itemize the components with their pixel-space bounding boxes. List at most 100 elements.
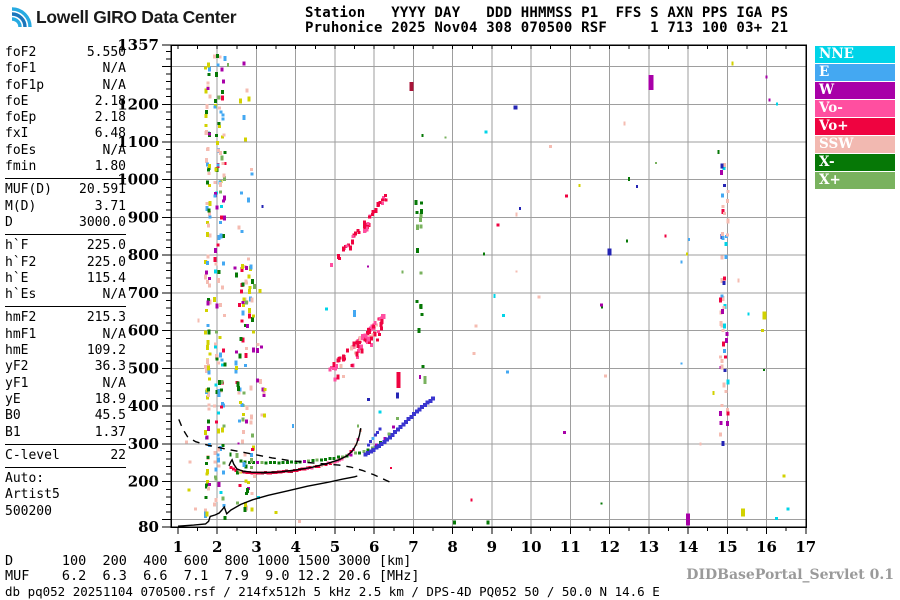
echo-dot — [188, 460, 192, 464]
echo-dot — [243, 460, 247, 464]
echo-dot — [222, 461, 226, 465]
echo-dot — [241, 264, 245, 270]
echo-dot — [255, 378, 259, 383]
echo-dot — [351, 239, 355, 245]
x-axis-tick-label: 17 — [795, 538, 816, 556]
echo-dot — [415, 300, 419, 304]
echo-dot — [250, 172, 254, 176]
legend-item-x: X- — [815, 154, 895, 171]
echo-dot — [414, 409, 419, 414]
echo-dot — [417, 407, 422, 412]
echo-dot — [720, 255, 724, 260]
echo-dot — [220, 95, 224, 101]
echo-dot — [680, 362, 683, 365]
echo-dot — [328, 367, 332, 372]
echo-dot — [419, 212, 423, 218]
echo-dot — [205, 435, 209, 440]
echo-dot — [404, 419, 409, 424]
param-value: N/A — [102, 326, 126, 342]
echo-dot — [409, 82, 414, 92]
echo-dot — [724, 254, 728, 259]
echo-dot — [353, 310, 357, 318]
echo-dot — [223, 362, 227, 367]
echo-dot — [241, 282, 245, 287]
echo-dot — [250, 316, 254, 322]
param-row-foe: foE 2.18 — [5, 94, 126, 110]
echo-dot — [234, 368, 238, 374]
echo-dot — [329, 366, 333, 370]
echo-dot — [204, 309, 208, 313]
echo-dot — [244, 363, 248, 367]
echo-dot — [214, 497, 218, 502]
y-axis-tick-label: 1100 — [117, 133, 159, 151]
echo-dot — [251, 447, 255, 451]
x-axis-tick-label: 3 — [251, 538, 261, 556]
x-axis-tick-label: 11 — [560, 538, 581, 556]
echo-dot — [373, 331, 377, 337]
echo-dot — [374, 208, 378, 213]
echo-dot — [418, 374, 421, 379]
echo-dot — [197, 318, 200, 323]
echo-dot — [352, 341, 356, 347]
param-value: 1.37 — [94, 424, 126, 440]
echo-dot — [218, 220, 222, 224]
echo-dot — [208, 352, 212, 356]
param-value: 22 — [110, 447, 126, 463]
echo-dot — [243, 452, 247, 457]
echo-dot — [208, 377, 212, 381]
echo-dot — [253, 473, 257, 478]
param-row-b0: B0 45.5 — [5, 408, 126, 424]
echo-dot — [248, 313, 252, 319]
fitted-trace-curve — [228, 427, 362, 474]
echo-dot — [726, 233, 730, 237]
echo-dot — [204, 495, 208, 499]
echo-dot — [373, 433, 377, 437]
legend-item-x: X+ — [815, 172, 895, 189]
echo-dot — [762, 311, 767, 320]
param-row-yf2: yF2 36.3 — [5, 359, 126, 375]
echo-dot — [207, 72, 211, 76]
echo-dot — [472, 351, 476, 355]
echo-dot — [219, 352, 223, 358]
echo-dot — [258, 289, 262, 294]
echo-dot — [721, 209, 725, 215]
echo-dot — [722, 183, 726, 187]
echo-dot — [604, 374, 608, 378]
echo-dot — [207, 223, 211, 228]
echo-dot — [205, 206, 209, 212]
echo-dot — [382, 440, 387, 445]
echo-dot — [217, 388, 221, 393]
echo-dot — [219, 233, 223, 239]
echo-dot — [311, 459, 315, 463]
echo-dot — [317, 465, 321, 469]
echo-dot — [366, 443, 370, 447]
echo-dot — [493, 294, 496, 299]
param-label: B1 — [5, 424, 21, 440]
echo-dot — [213, 54, 217, 59]
echo-dot — [264, 461, 268, 465]
echo-dot — [207, 369, 211, 375]
echo-dot — [244, 300, 248, 305]
echo-dot — [721, 231, 725, 236]
echo-dot — [247, 96, 251, 102]
echo-dot — [396, 371, 401, 388]
echo-dot — [247, 288, 251, 294]
echo-dot — [724, 389, 728, 393]
d-muf-table: D 100 200 400 600 800 1000 1500 3000 [km… — [5, 554, 420, 583]
echo-dot — [208, 66, 212, 72]
echo-dot — [341, 246, 345, 252]
echo-dot — [217, 121, 221, 125]
echo-dot — [726, 421, 730, 427]
echo-dot — [371, 327, 375, 331]
echo-dot — [329, 461, 333, 465]
echo-dot — [234, 468, 238, 472]
echo-dot — [376, 202, 380, 208]
echo-dot — [268, 461, 272, 465]
grid-lines — [171, 45, 806, 527]
echo-dot — [720, 359, 724, 364]
echo-dot — [185, 440, 189, 444]
echo-dot — [205, 104, 209, 110]
param-label: h`E — [5, 270, 29, 286]
echo-dot — [625, 239, 628, 243]
